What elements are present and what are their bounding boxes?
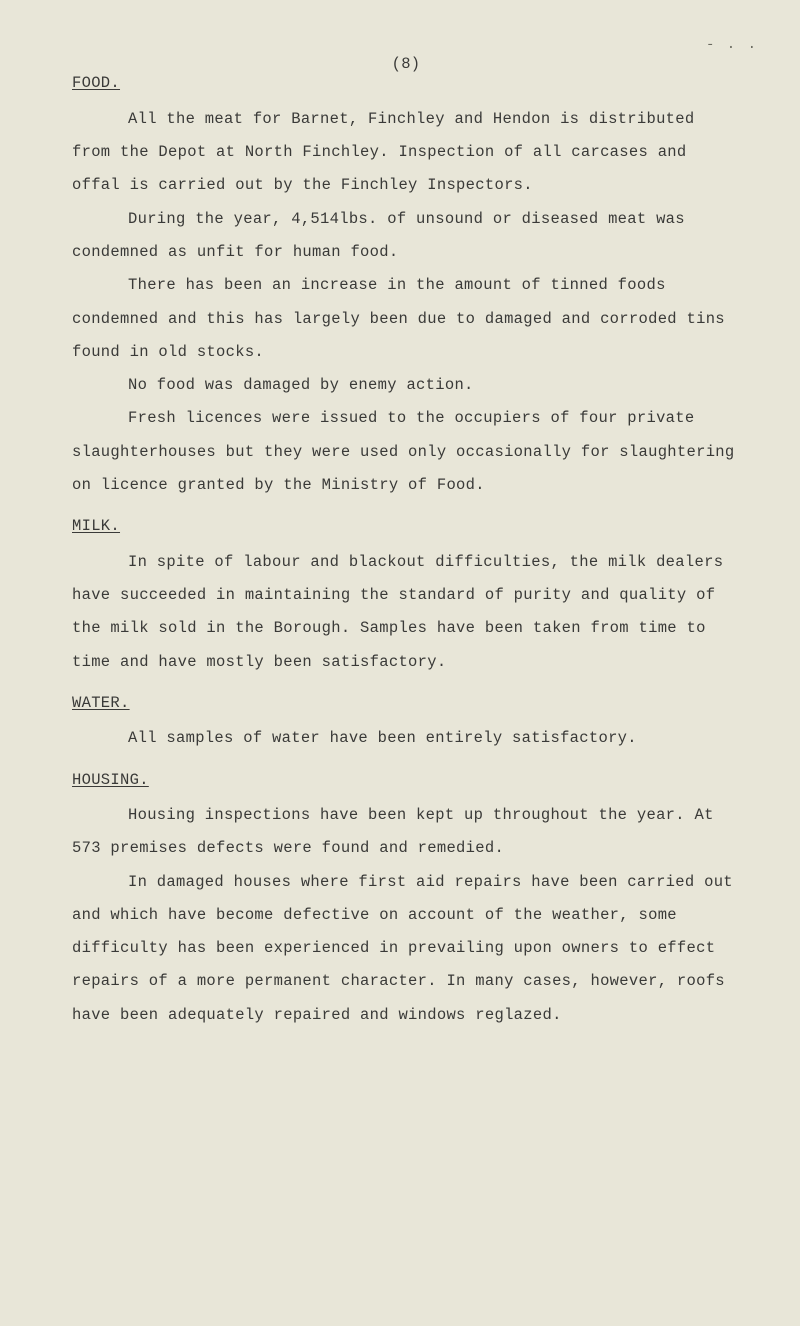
- water-paragraph-1: All samples of water have been entirely …: [72, 722, 740, 755]
- housing-paragraph-1: Housing inspections have been kept up th…: [72, 799, 740, 866]
- page-mark: - . .: [706, 30, 758, 60]
- heading-milk: MILK.: [72, 510, 740, 543]
- food-paragraph-5: Fresh licences were issued to the occupi…: [72, 402, 740, 502]
- milk-paragraph-1: In spite of labour and blackout difficul…: [72, 546, 740, 679]
- food-paragraph-1: All the meat for Barnet, Finchley and He…: [72, 103, 740, 203]
- housing-paragraph-2: In damaged houses where first aid repair…: [72, 866, 740, 1033]
- food-paragraph-4: No food was damaged by enemy action.: [72, 369, 740, 402]
- food-paragraph-2: During the year, 4,514lbs. of unsound or…: [72, 203, 740, 270]
- heading-water: WATER.: [72, 687, 740, 720]
- heading-housing: HOUSING.: [72, 764, 740, 797]
- food-paragraph-3: There has been an increase in the amount…: [72, 269, 740, 369]
